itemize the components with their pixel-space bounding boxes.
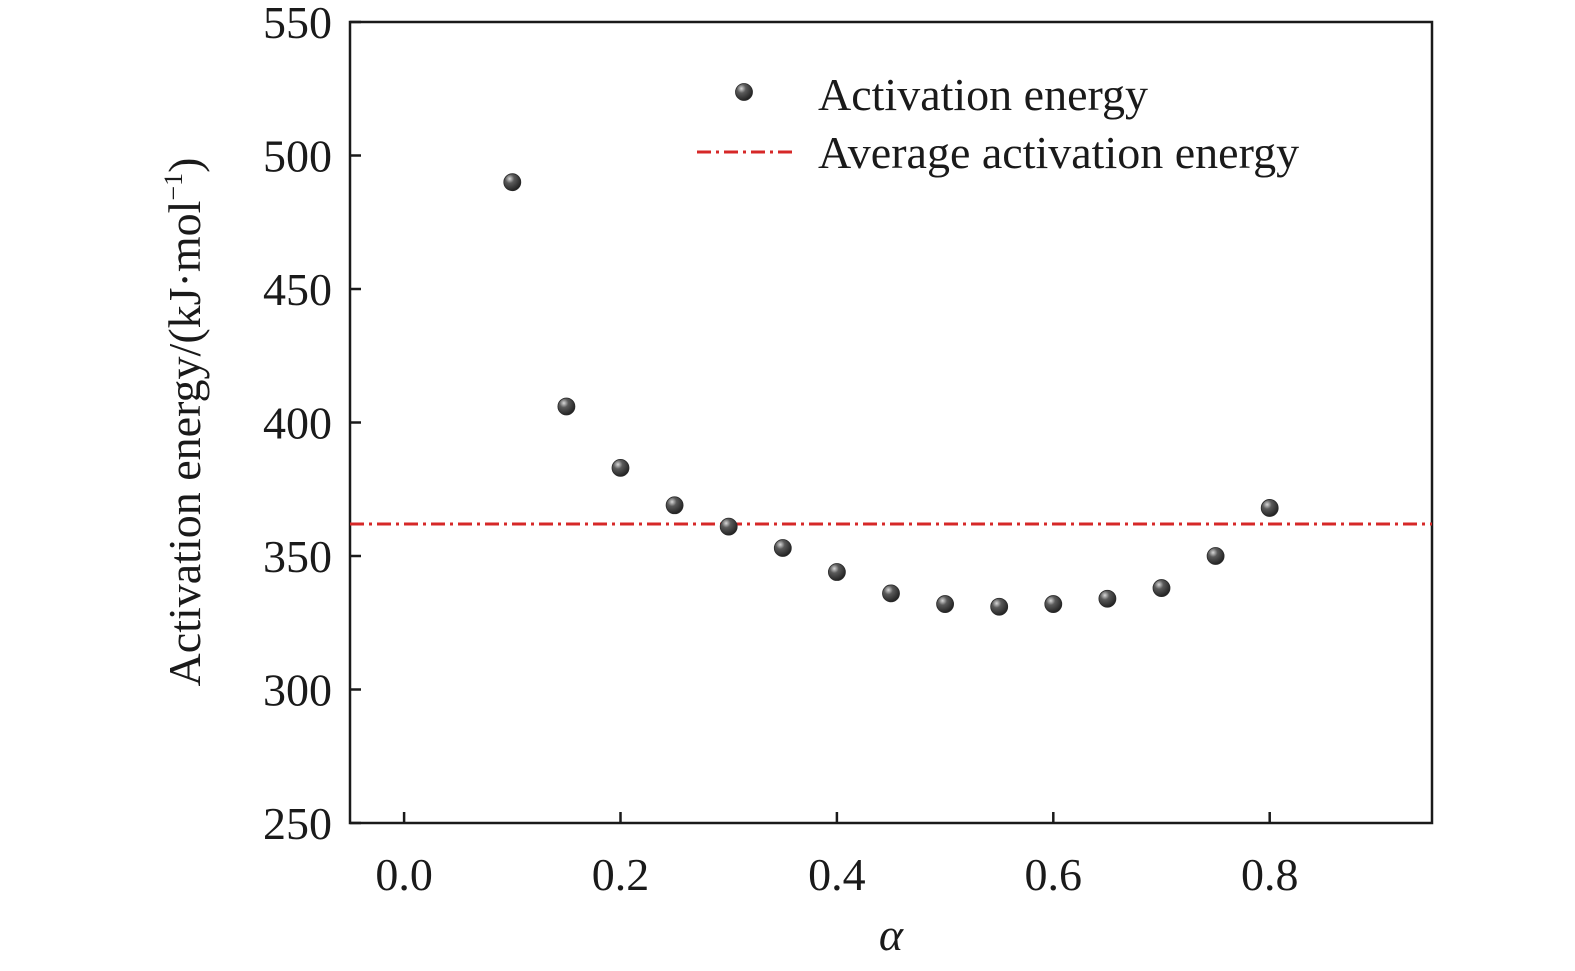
activation-energy-point (719, 517, 738, 536)
activation-energy-point (828, 563, 846, 581)
y-axis-title-sup: −1 (159, 173, 188, 201)
y-tick-label: 300 (263, 665, 332, 716)
activation-energy-point (990, 597, 1009, 616)
x-tick-label: 0.4 (808, 849, 866, 900)
activation-energy-point (1044, 595, 1063, 613)
x-tick-label: 0.8 (1241, 849, 1299, 900)
y-tick-label: 400 (263, 398, 332, 449)
activation-energy-point (503, 173, 522, 192)
activation-energy-point (1152, 579, 1171, 597)
legend: Activation energy Average activation ene… (697, 69, 1299, 178)
x-axis: 0.0 0.2 0.4 0.6 0.8 (375, 812, 1298, 900)
legend-label-activation-energy: Activation energy (818, 69, 1148, 120)
x-axis-title: α (879, 909, 904, 960)
activation-energy-point (773, 539, 792, 557)
activation-energy-point (1206, 547, 1225, 565)
y-axis: 250 300 350 400 450 500 550 (263, 0, 361, 849)
y-axis-title-close: ) (159, 158, 210, 173)
series-layer (350, 173, 1432, 616)
y-axis-title: Activation energy/(kJ·mol−1) (159, 158, 210, 687)
activation-energy-point (882, 584, 900, 603)
activation-energy-point (1098, 589, 1117, 608)
activation-energy-point (1260, 499, 1279, 517)
y-tick-label: 250 (263, 798, 332, 849)
activation-energy-point (611, 458, 630, 477)
activation-energy-point (665, 496, 684, 515)
x-tick-label: 0.0 (375, 849, 433, 900)
y-tick-label: 350 (263, 531, 332, 582)
legend-label-average-activation-energy: Average activation energy (818, 127, 1299, 178)
y-axis-title-main: Activation energy/(kJ·mol (159, 201, 210, 687)
y-tick-label: 450 (263, 264, 332, 315)
legend-marker-activation-energy (735, 83, 753, 101)
x-tick-label: 0.2 (592, 849, 650, 900)
activation-energy-point (936, 595, 954, 613)
y-tick-label: 550 (263, 0, 332, 48)
x-tick-label: 0.6 (1025, 849, 1083, 900)
y-tick-label: 500 (263, 131, 332, 182)
activation-energy-point (557, 397, 576, 416)
